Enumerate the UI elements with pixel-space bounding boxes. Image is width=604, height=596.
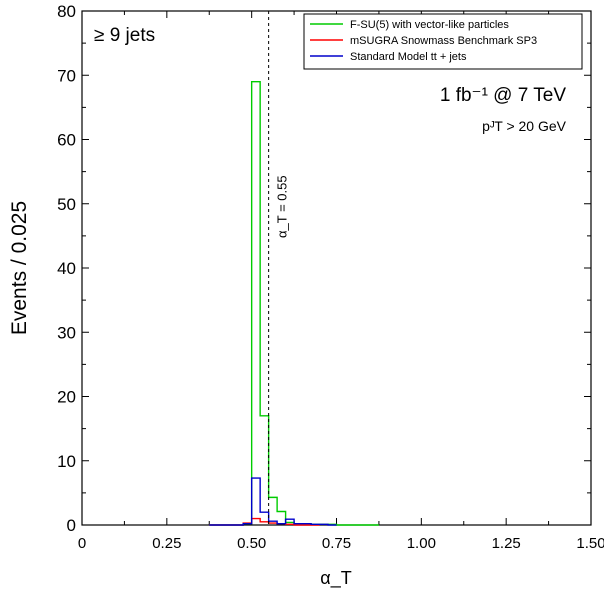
series-3-histogram [209, 477, 337, 526]
x-tick-label: 1.00 [407, 535, 436, 552]
lumi-annotation: 1 fb⁻¹ @ 7 TeV [440, 85, 566, 106]
y-tick-label: 50 [57, 195, 76, 214]
legend-label: mSUGRA Snowmass Benchmark SP3 [350, 35, 537, 47]
x-tick-label: 1.25 [492, 535, 521, 552]
histogram-series [209, 80, 379, 526]
x-tick-label: 1.50 [576, 535, 604, 552]
y-tick-label: 80 [57, 2, 76, 21]
series-1-histogram [209, 80, 379, 526]
alpha-cut-label: α_T = 0.55 [275, 175, 290, 238]
y-tick-label: 10 [57, 452, 76, 471]
legend-label: Standard Model tt + jets [350, 51, 467, 63]
x-tick-label: 0.25 [152, 535, 181, 552]
jets-annotation: ≥ 9 jets [94, 25, 155, 46]
x-axis-title: α_T [320, 568, 351, 589]
pt-cut-annotation: pᴶT > 20 GeV [482, 118, 567, 134]
y-tick-label: 30 [57, 323, 76, 342]
axis-ticks: 0 0.25 0.50 0.75 1.00 1.25 1.50 0 10 20 30 40 50 60 70… [57, 2, 604, 552]
x-tick-label: 0.50 [237, 535, 266, 552]
legend-box [303, 13, 583, 70]
y-tick-label: 0 [67, 516, 76, 535]
y-axis-title: Events / 0.025 [8, 201, 31, 335]
legend-label: F-SU(5) with vector-like particles [350, 19, 509, 31]
y-tick-label: 40 [57, 259, 76, 278]
x-tick-label: 0 [78, 535, 86, 552]
legend: F-SU(5) with vector-like particles mSUGRA… [303, 13, 583, 70]
y-tick-label: 70 [57, 66, 76, 85]
y-tick-label: 20 [57, 388, 76, 407]
x-tick-label: 0.75 [322, 535, 351, 552]
y-tick-label: 60 [57, 131, 76, 150]
